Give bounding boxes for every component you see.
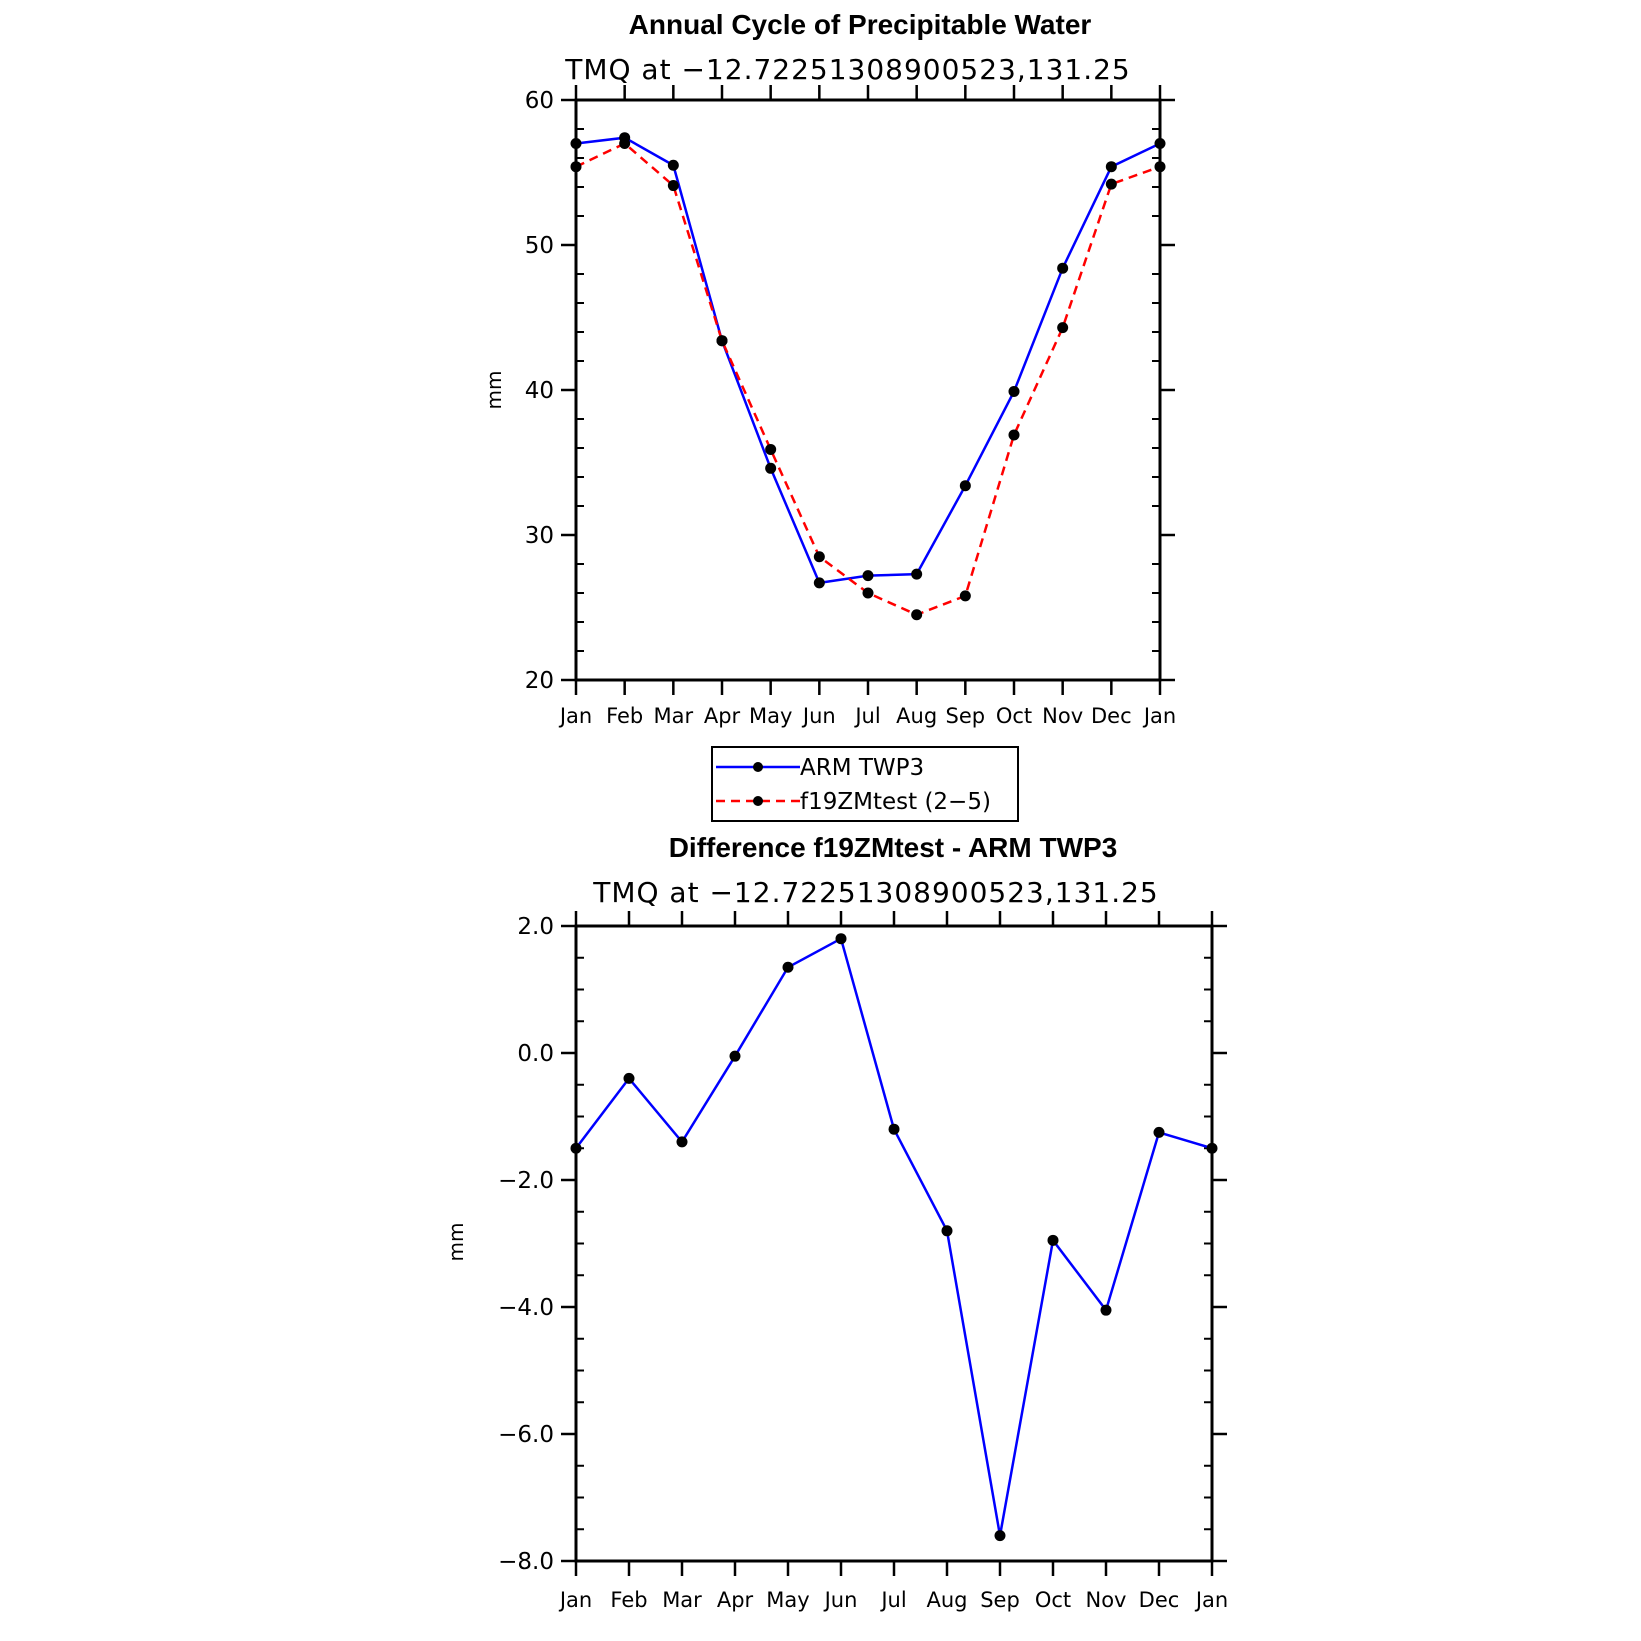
- data-point: [716, 335, 728, 347]
- x-tick-label: Sep: [946, 704, 986, 728]
- y-tick-label: 60: [525, 88, 554, 114]
- y-tick-label: 2.0: [517, 914, 554, 940]
- precipitable-water-chart: Annual Cycle of Precipitable Water TMQ a…: [482, 9, 1176, 822]
- data-point: [862, 587, 874, 599]
- x-tick-label: Jun: [801, 704, 836, 728]
- data-point: [959, 590, 971, 602]
- x-tick-label: Nov: [1042, 704, 1083, 728]
- difference-chart: Difference f19ZMtest - ARM TWP3 TMQ at −…: [444, 832, 1228, 1612]
- x-tick-label: Aug: [896, 704, 937, 728]
- x-tick-label: Jul: [879, 1588, 906, 1612]
- chart1-legend: ARM TWP3 f19ZMtest (2−5): [711, 746, 1019, 822]
- data-point: [959, 480, 971, 492]
- chart1-subtitle: TMQ at −12.72251308900523,131.25: [564, 53, 1131, 86]
- data-point: [1057, 322, 1069, 334]
- chart2-ylabel: mm: [444, 1223, 468, 1262]
- data-point: [1154, 161, 1166, 173]
- y-tick-label: 20: [525, 668, 554, 694]
- x-tick-label: Oct: [1035, 1588, 1071, 1612]
- x-tick-label: Dec: [1139, 1588, 1180, 1612]
- legend-box: [711, 746, 1019, 822]
- data-point: [1100, 1304, 1112, 1316]
- data-point: [941, 1225, 953, 1237]
- x-tick-label: Oct: [996, 704, 1032, 728]
- x-tick-label: Jan: [1194, 1588, 1228, 1612]
- x-tick-label: Jan: [558, 1588, 592, 1612]
- data-point: [570, 161, 582, 173]
- x-tick-label: Mar: [654, 704, 694, 728]
- legend-marker-model: [753, 796, 763, 806]
- y-tick-label: 0.0: [517, 1041, 554, 1067]
- data-point: [667, 180, 679, 192]
- data-point: [676, 1136, 688, 1148]
- chart1-title: Annual Cycle of Precipitable Water: [629, 9, 1092, 40]
- y-tick-label: −8.0: [498, 1549, 554, 1575]
- data-point: [619, 138, 631, 149]
- x-tick-label: Nov: [1086, 1588, 1127, 1612]
- series-line-1: [575, 142, 1161, 617]
- y-tick-label: 30: [525, 523, 554, 549]
- data-point: [813, 577, 825, 589]
- y-tick-label: −6.0: [498, 1422, 554, 1448]
- data-point: [1154, 138, 1166, 149]
- x-tick-label: Jan: [558, 704, 592, 728]
- data-point: [1047, 1234, 1059, 1246]
- data-point: [911, 609, 923, 621]
- x-tick-label: Sep: [980, 1588, 1020, 1612]
- data-point: [862, 570, 874, 582]
- legend-entry-arm: ARM TWP3: [716, 755, 924, 781]
- data-point: [1008, 385, 1020, 397]
- data-point: [782, 961, 794, 973]
- x-tick-label: Feb: [606, 704, 643, 728]
- series-line-0: [575, 136, 1161, 585]
- x-tick-label: May: [766, 1588, 809, 1612]
- x-tick-label: May: [749, 704, 792, 728]
- data-point: [1008, 429, 1020, 441]
- x-tick-label: Jun: [823, 1588, 858, 1612]
- x-tick-label: Mar: [662, 1588, 702, 1612]
- data-point: [911, 568, 923, 580]
- x-tick-label: Apr: [717, 1588, 754, 1612]
- x-tick-label: Feb: [610, 1588, 647, 1612]
- chart1-ylabel: mm: [482, 371, 506, 410]
- data-point: [729, 1050, 741, 1062]
- y-tick-label: −2.0: [498, 1168, 554, 1194]
- chart2-plot-frame: [574, 924, 1214, 1563]
- chart2-subtitle: TMQ at −12.72251308900523,131.25: [592, 876, 1159, 909]
- data-point: [1105, 178, 1117, 190]
- data-point: [888, 1123, 900, 1135]
- data-point: [1153, 1126, 1165, 1138]
- data-point: [765, 443, 777, 455]
- legend-marker-arm: [753, 762, 763, 772]
- x-tick-label: Jul: [853, 704, 880, 728]
- data-point: [623, 1072, 635, 1084]
- legend-label-model: f19ZMtest (2−5): [800, 789, 991, 815]
- y-tick-label: 40: [525, 378, 554, 404]
- data-point: [835, 933, 847, 945]
- data-point: [1057, 262, 1069, 274]
- legend-entry-model: f19ZMtest (2−5): [716, 789, 991, 815]
- x-tick-label: Jan: [1142, 704, 1176, 728]
- data-point: [570, 1142, 582, 1154]
- data-point: [1105, 161, 1117, 173]
- data-point: [570, 138, 582, 149]
- x-tick-label: Apr: [704, 704, 741, 728]
- y-tick-label: 50: [525, 233, 554, 259]
- legend-label-arm: ARM TWP3: [800, 755, 924, 781]
- data-point: [765, 462, 777, 474]
- x-tick-label: Aug: [926, 1588, 967, 1612]
- data-point: [1206, 1142, 1218, 1154]
- chart2-title: Difference f19ZMtest - ARM TWP3: [669, 832, 1118, 863]
- data-point: [813, 551, 825, 563]
- y-tick-label: −4.0: [498, 1295, 554, 1321]
- x-tick-label: Dec: [1091, 704, 1132, 728]
- series-line-0: [575, 936, 1213, 1536]
- data-point: [667, 159, 679, 171]
- data-point: [994, 1530, 1006, 1542]
